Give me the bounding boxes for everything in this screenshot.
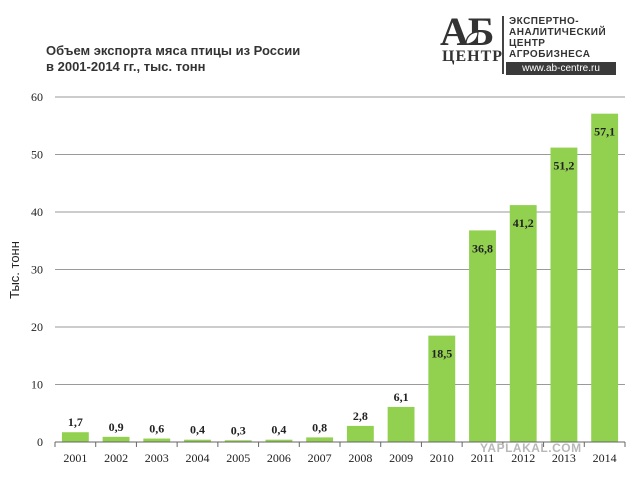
bar [469,230,496,442]
x-tick-label: 2009 [389,451,413,465]
data-label: 0,6 [149,422,164,436]
chart-title-line-1: Объем экспорта мяса птицы из России [46,43,301,58]
bar [265,439,293,442]
data-label: 51,2 [553,159,574,173]
y-tick-label: 50 [31,148,43,162]
logo-text-line-2: АНАЛИТИЧЕСКИЙ [509,27,607,38]
bar [387,406,415,442]
bar [550,147,578,442]
data-label: 0,4 [190,423,205,437]
y-tick-labels: 0 10 20 30 40 50 60 [31,90,43,449]
x-tick-label: 2010 [430,451,454,465]
data-label: 57,1 [594,125,615,139]
data-label: 18,5 [431,347,452,361]
logo-mark: АБ ЦЕНТР [436,10,504,76]
chart-title-line-2: в 2001-2014 гг., тыс. тонн [46,59,206,74]
x-axis [54,441,626,447]
logo-mark-center: ЦЕНТР [442,48,504,65]
y-tick-label: 40 [31,205,43,219]
x-tick-label: 2004 [186,451,210,465]
data-label: 1,7 [68,415,83,429]
y-axis-title: Тыс. тонн [7,241,22,299]
logo-url: www.ab-centre.ru [506,62,616,75]
bar [306,437,334,442]
bar [224,440,252,442]
x-tick-labels: 2001 2002 2003 2004 2005 2006 2007 2008 2009 2010… [63,451,616,465]
bar [591,113,619,443]
bar [346,425,374,442]
data-label: 0,8 [312,420,327,434]
bar [61,432,89,442]
logo-text: ЭКСПЕРТНО- АНАЛИТИЧЕСКИЙ ЦЕНТР АГРОБИЗНЕ… [509,16,606,60]
bar [509,205,537,442]
x-tick-label: 2006 [267,451,291,465]
data-label: 0,4 [271,423,286,437]
logo-mark-ab: АБ [440,9,494,54]
x-tick-label: 2013 [552,451,576,465]
gridlines [55,96,625,385]
bars [61,113,619,443]
x-tick-label: 2008 [348,451,372,465]
logo-text-line-1: ЭКСПЕРТНО- [509,16,580,27]
x-tick-label: 2005 [226,451,250,465]
data-label: 0,9 [109,420,124,434]
x-tick-label: 2012 [511,451,535,465]
bar [143,438,171,442]
data-labels: 1,7 0,9 0,6 0,4 0,3 0,4 0,8 2,8 6,1 18,5 36,8 41,2 5… [68,125,615,438]
bar [184,439,211,442]
x-tick-label: 2001 [63,451,87,465]
data-label: 6,1 [394,390,409,404]
ab-centre-logo: АБ ЦЕНТР ЭКСПЕРТНО- АНАЛИТИЧЕСКИЙ ЦЕНТР … [436,10,632,78]
y-tick-label: 0 [37,435,43,449]
y-tick-label: 10 [31,378,43,392]
bar [102,436,130,442]
y-tick-label: 60 [31,90,43,104]
x-tick-label: 2003 [145,451,169,465]
logo-divider [502,16,504,74]
leaf-icon [465,31,479,45]
data-label: 2,8 [353,409,368,423]
y-tick-label: 20 [31,320,43,334]
chart-title: Объем экспорта мяса птицы из России в 20… [46,43,376,75]
logo-text-line-3: ЦЕНТР [509,38,546,49]
data-label: 0,3 [231,423,246,437]
data-label: 41,2 [513,216,534,230]
bar [428,335,456,442]
watermark: YAPLAKAL.COM [480,441,582,455]
x-tick-label: 2007 [308,451,332,465]
x-tick-label: 2014 [593,451,617,465]
logo-text-line-4: АГРОБИЗНЕСА [509,49,591,60]
x-tick-label: 2011 [471,451,495,465]
data-label: 36,8 [472,241,493,255]
x-tick-label: 2002 [104,451,128,465]
y-tick-label: 30 [31,263,43,277]
